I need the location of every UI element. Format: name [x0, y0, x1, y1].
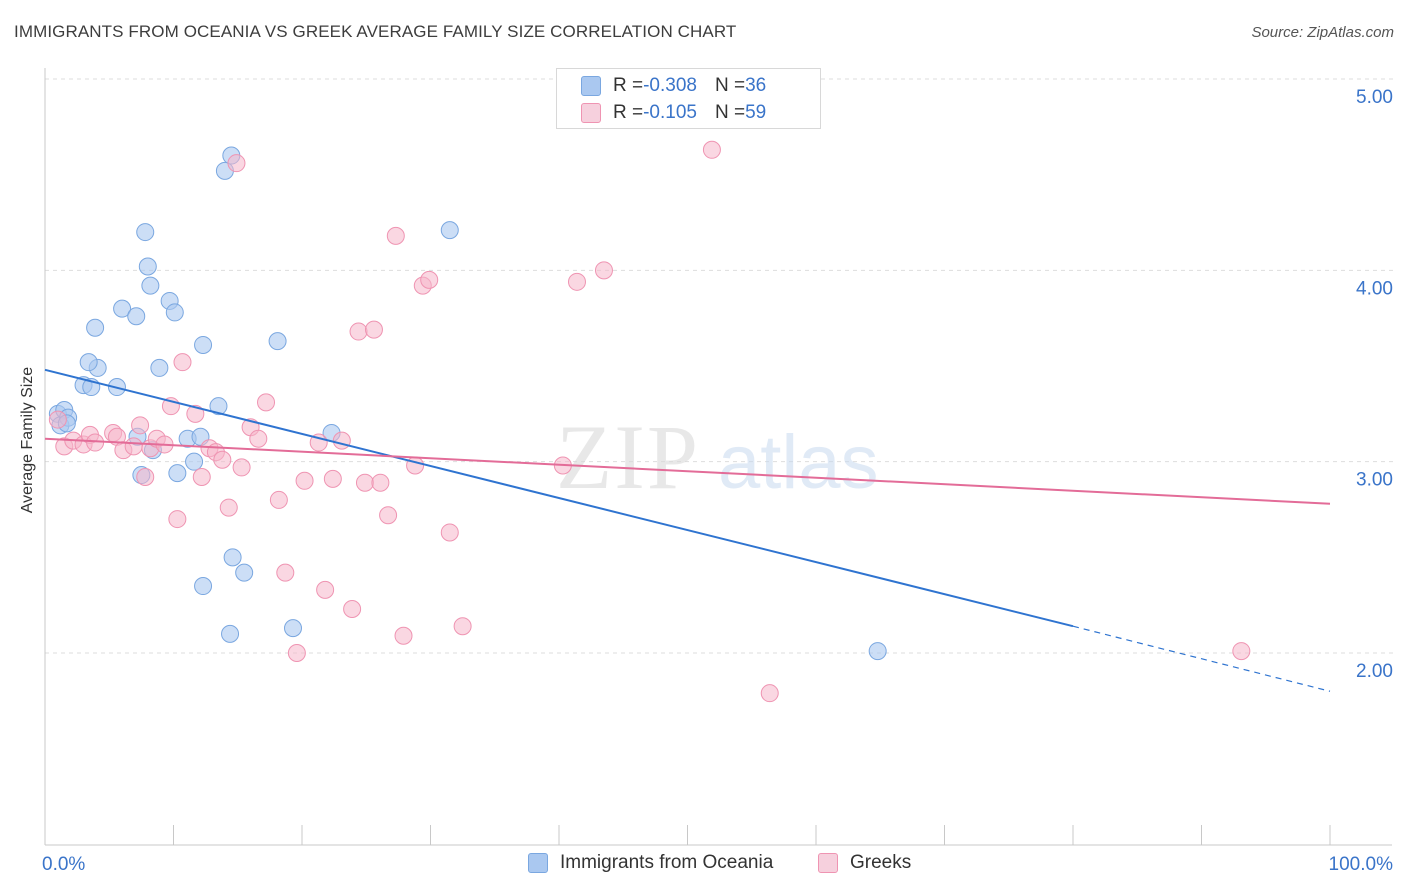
r-label: R =	[613, 102, 644, 123]
data-point-oceania	[221, 624, 240, 643]
data-point-oceania	[185, 452, 204, 471]
data-point-oceania	[138, 257, 157, 276]
data-point-oceania	[235, 563, 254, 582]
data-point-greeks	[332, 431, 351, 450]
data-point-oceania	[113, 299, 132, 318]
data-point-greeks	[232, 458, 251, 477]
data-point-oceania	[79, 353, 98, 372]
legend-swatch-blue	[528, 853, 548, 873]
y-tick-labels: 2.00 3.00 4.00 5.00	[1356, 87, 1393, 682]
n-label: N =	[714, 75, 746, 96]
data-point-greeks	[276, 563, 295, 582]
r-value: -0.105	[643, 102, 697, 123]
n-label: N =	[714, 102, 746, 123]
axes	[44, 68, 1392, 846]
chart-title: IMMIGRANTS FROM OCEANIA VS GREEK AVERAGE…	[14, 22, 737, 41]
data-point-greeks	[364, 320, 383, 339]
data-point-greeks	[371, 473, 390, 492]
data-point-oceania	[136, 223, 155, 242]
n-value: 59	[745, 102, 767, 123]
data-point-oceania	[268, 332, 287, 351]
data-point-oceania	[127, 307, 146, 326]
legend-item-oceania: Immigrants from Oceania	[528, 852, 773, 874]
data-point-greeks	[440, 523, 459, 542]
data-point-greeks	[386, 226, 405, 245]
data-point-oceania	[868, 642, 887, 661]
r-label: R =	[613, 75, 644, 96]
data-point-greeks	[213, 450, 232, 469]
data-point-greeks	[257, 393, 276, 412]
data-point-greeks	[453, 617, 472, 636]
trend-lines	[44, 368, 1331, 692]
data-point-oceania	[150, 358, 169, 377]
x-tick-label: 100.0%	[1329, 854, 1394, 875]
data-point-greeks	[355, 473, 374, 492]
stats-legend: R = -0.308 N = 36 R = -0.105 N = 59	[556, 68, 821, 129]
data-point-greeks	[136, 467, 155, 486]
legend-item-greeks: Greeks	[818, 852, 911, 874]
data-point-greeks	[219, 498, 238, 517]
data-point-oceania	[194, 335, 213, 354]
data-point-oceania	[223, 548, 242, 567]
data-point-greeks	[406, 456, 425, 475]
legend-swatch-pink	[581, 103, 601, 123]
source-credit: Source: ZipAtlas.com	[1251, 24, 1394, 41]
y-tick-label: 5.00	[1356, 87, 1393, 108]
data-point-greeks	[131, 416, 150, 435]
data-point-greeks	[343, 599, 362, 618]
data-point-greeks	[594, 261, 613, 280]
series-legend: Immigrants from Oceania Greeks	[0, 852, 1406, 878]
data-point-greeks	[394, 626, 413, 645]
n-value: 36	[745, 75, 767, 96]
x-tick-labels: 0.0% 100.0%	[42, 854, 1393, 875]
r-value: -0.308	[643, 75, 697, 96]
data-point-greeks	[323, 469, 342, 488]
stats-legend-row-oceania: R = -0.308 N = 36	[581, 74, 766, 98]
data-point-greeks	[168, 510, 187, 529]
watermark-zip: ZIP	[556, 406, 700, 508]
data-point-greeks	[269, 490, 288, 509]
data-point-oceania	[284, 619, 303, 638]
data-point-greeks	[349, 322, 368, 341]
data-point-oceania	[209, 397, 228, 416]
data-point-oceania	[168, 464, 187, 483]
legend-label: Greeks	[850, 852, 912, 873]
data-point-greeks	[295, 471, 314, 490]
data-point-oceania	[165, 303, 184, 322]
data-point-greeks	[173, 353, 192, 372]
y-tick-label: 2.00	[1356, 661, 1393, 682]
data-point-greeks	[420, 270, 439, 289]
legend-swatch-pink	[818, 853, 838, 873]
data-point-greeks	[186, 404, 205, 423]
data-point-greeks	[567, 272, 586, 291]
data-point-greeks	[287, 644, 306, 662]
legend-label: Immigrants from Oceania	[560, 852, 774, 873]
trend-line-oceania-extension	[1072, 625, 1331, 692]
data-point-greeks	[1232, 642, 1251, 661]
data-point-oceania	[440, 221, 459, 240]
data-point-greeks	[192, 467, 211, 486]
data-point-greeks	[379, 506, 398, 525]
data-point-greeks	[316, 580, 335, 599]
stats-legend-row-greeks: R = -0.105 N = 59	[581, 101, 766, 125]
trend-line-oceania	[44, 368, 1074, 628]
trend-line-greeks	[44, 437, 1331, 505]
data-point-greeks	[702, 140, 721, 159]
series-greeks	[48, 140, 1251, 703]
data-point-oceania	[141, 276, 160, 295]
y-tick-label: 3.00	[1356, 470, 1393, 491]
watermark-atlas: atlas	[718, 420, 879, 505]
data-point-greeks	[760, 684, 779, 703]
data-point-greeks	[48, 410, 67, 429]
y-tick-label: 4.00	[1356, 278, 1393, 299]
legend-swatch-blue	[581, 76, 601, 96]
data-point-oceania	[194, 577, 213, 596]
x-tick-label: 0.0%	[42, 854, 85, 875]
data-point-oceania	[86, 318, 105, 337]
data-point-greeks	[227, 154, 246, 173]
watermark: ZIP atlas	[556, 406, 879, 508]
data-point-greeks	[124, 437, 143, 456]
data-point-greeks	[249, 429, 268, 448]
